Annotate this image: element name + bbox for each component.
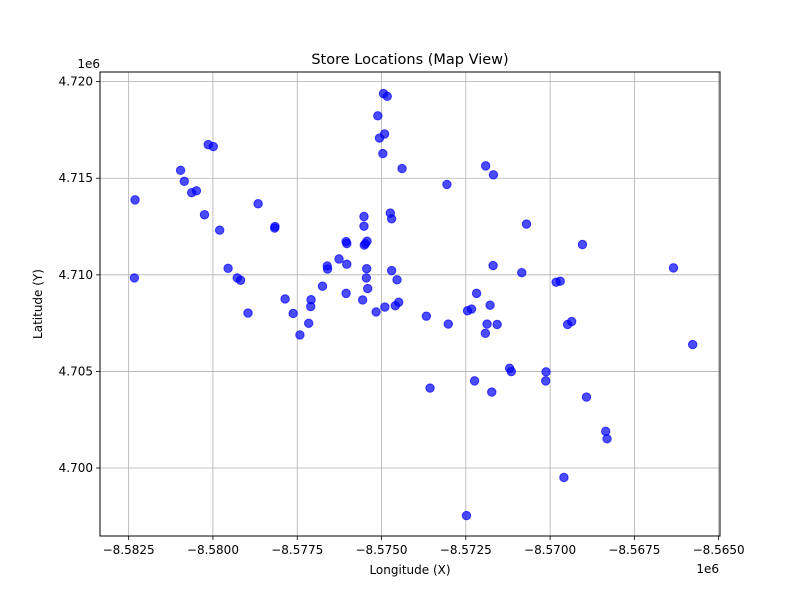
x-tick-label: −8.5650 (693, 543, 745, 557)
store-location-point (342, 238, 352, 249)
store-location-point (566, 316, 577, 327)
store-location-point (482, 319, 492, 329)
store-location-point (392, 275, 402, 285)
store-location-point (371, 307, 381, 317)
store-location-point (488, 170, 499, 180)
store-location-point (379, 129, 390, 139)
x-axis-ticks: −8.5825 −8.5800 −8.5775 −8.5750 −8.5725 −8.57… (103, 536, 745, 557)
store-location-point (334, 254, 344, 264)
store-location-point (175, 165, 186, 176)
store-location-point (581, 392, 592, 402)
store-location-point (487, 387, 497, 397)
y-tick-label: 4.715 (59, 171, 93, 185)
grid-lines (100, 72, 720, 536)
store-location-point (280, 294, 290, 304)
store-location-point (357, 295, 368, 305)
y-tick-label: 4.720 (59, 75, 93, 89)
store-location-point (359, 221, 369, 231)
y-axis-ticks: 4.700 4.705 4.710 4.715 4.720 (59, 75, 100, 475)
y-axis-label: Latitude (Y) (31, 269, 45, 339)
store-location-point (469, 376, 480, 386)
store-location-point (235, 275, 246, 285)
store-location-point (466, 304, 477, 314)
store-location-point (378, 148, 388, 159)
store-location-point (687, 339, 698, 350)
store-location-point (359, 211, 369, 222)
store-location-point (521, 219, 532, 229)
x-tick-label: −8.5825 (103, 543, 155, 557)
store-location-point (373, 111, 383, 121)
store-location-point (480, 161, 491, 171)
store-location-point (303, 318, 314, 329)
y-tick-label: 4.705 (59, 364, 93, 378)
store-location-point (317, 281, 328, 291)
store-location-point (421, 311, 432, 321)
store-location-point (243, 308, 253, 318)
y-axis-offset-label: 1e6 (77, 57, 100, 71)
store-location-point (485, 300, 495, 310)
x-tick-label: −8.5675 (608, 543, 660, 557)
store-location-point (555, 276, 565, 286)
store-location-point (253, 199, 263, 209)
x-tick-label: −8.5750 (355, 543, 407, 557)
store-location-point (382, 91, 392, 102)
store-location-point (362, 236, 372, 246)
store-location-point (179, 176, 189, 187)
store-location-point (361, 273, 372, 283)
store-location-point (362, 283, 373, 294)
data-points (129, 88, 698, 521)
store-location-point (223, 263, 233, 273)
store-location-point (442, 179, 452, 190)
store-location-point (208, 141, 218, 152)
store-location-point (199, 210, 210, 220)
x-tick-label: −8.5775 (271, 543, 323, 557)
store-location-point (191, 186, 202, 196)
store-location-point (342, 259, 352, 269)
x-axis-offset-label: 1e6 (696, 562, 719, 576)
store-location-point (517, 268, 527, 278)
store-location-point (488, 260, 498, 271)
store-location-point (601, 426, 611, 437)
x-tick-label: −8.5700 (524, 543, 576, 557)
y-tick-label: 4.710 (59, 268, 93, 282)
store-location-point (130, 195, 140, 205)
store-location-point (492, 319, 502, 330)
store-location-point (129, 273, 140, 283)
y-tick-label: 4.700 (59, 461, 93, 475)
store-location-point (386, 265, 397, 276)
store-location-point (394, 297, 404, 307)
store-location-point (461, 510, 472, 521)
plot-area-frame (99, 71, 721, 537)
store-location-point (559, 472, 569, 483)
store-location-point (386, 214, 397, 224)
store-location-point (380, 302, 390, 312)
x-axis-label: Longitude (X) (369, 563, 450, 577)
store-location-point (322, 264, 333, 274)
store-location-point (270, 221, 280, 232)
store-location-point (341, 288, 351, 299)
store-location-point (540, 376, 551, 386)
chart-title: Store Locations (Map View) (311, 52, 508, 68)
store-location-point (443, 319, 453, 329)
store-location-point (361, 263, 372, 274)
store-location-point (295, 330, 305, 340)
store-location-point (471, 288, 482, 299)
store-location-point (397, 163, 407, 174)
store-location-point (577, 239, 588, 250)
store-location-point (506, 366, 517, 377)
store-location-point (214, 225, 225, 235)
store-location-point (541, 367, 551, 377)
store-location-point (306, 295, 316, 305)
store-location-point (288, 308, 298, 319)
x-tick-label: −8.5725 (440, 543, 492, 557)
x-tick-label: −8.5800 (187, 543, 239, 557)
store-location-point (480, 328, 491, 339)
store-location-point (425, 383, 435, 393)
store-location-point (668, 263, 679, 273)
store-location-point (602, 434, 612, 444)
